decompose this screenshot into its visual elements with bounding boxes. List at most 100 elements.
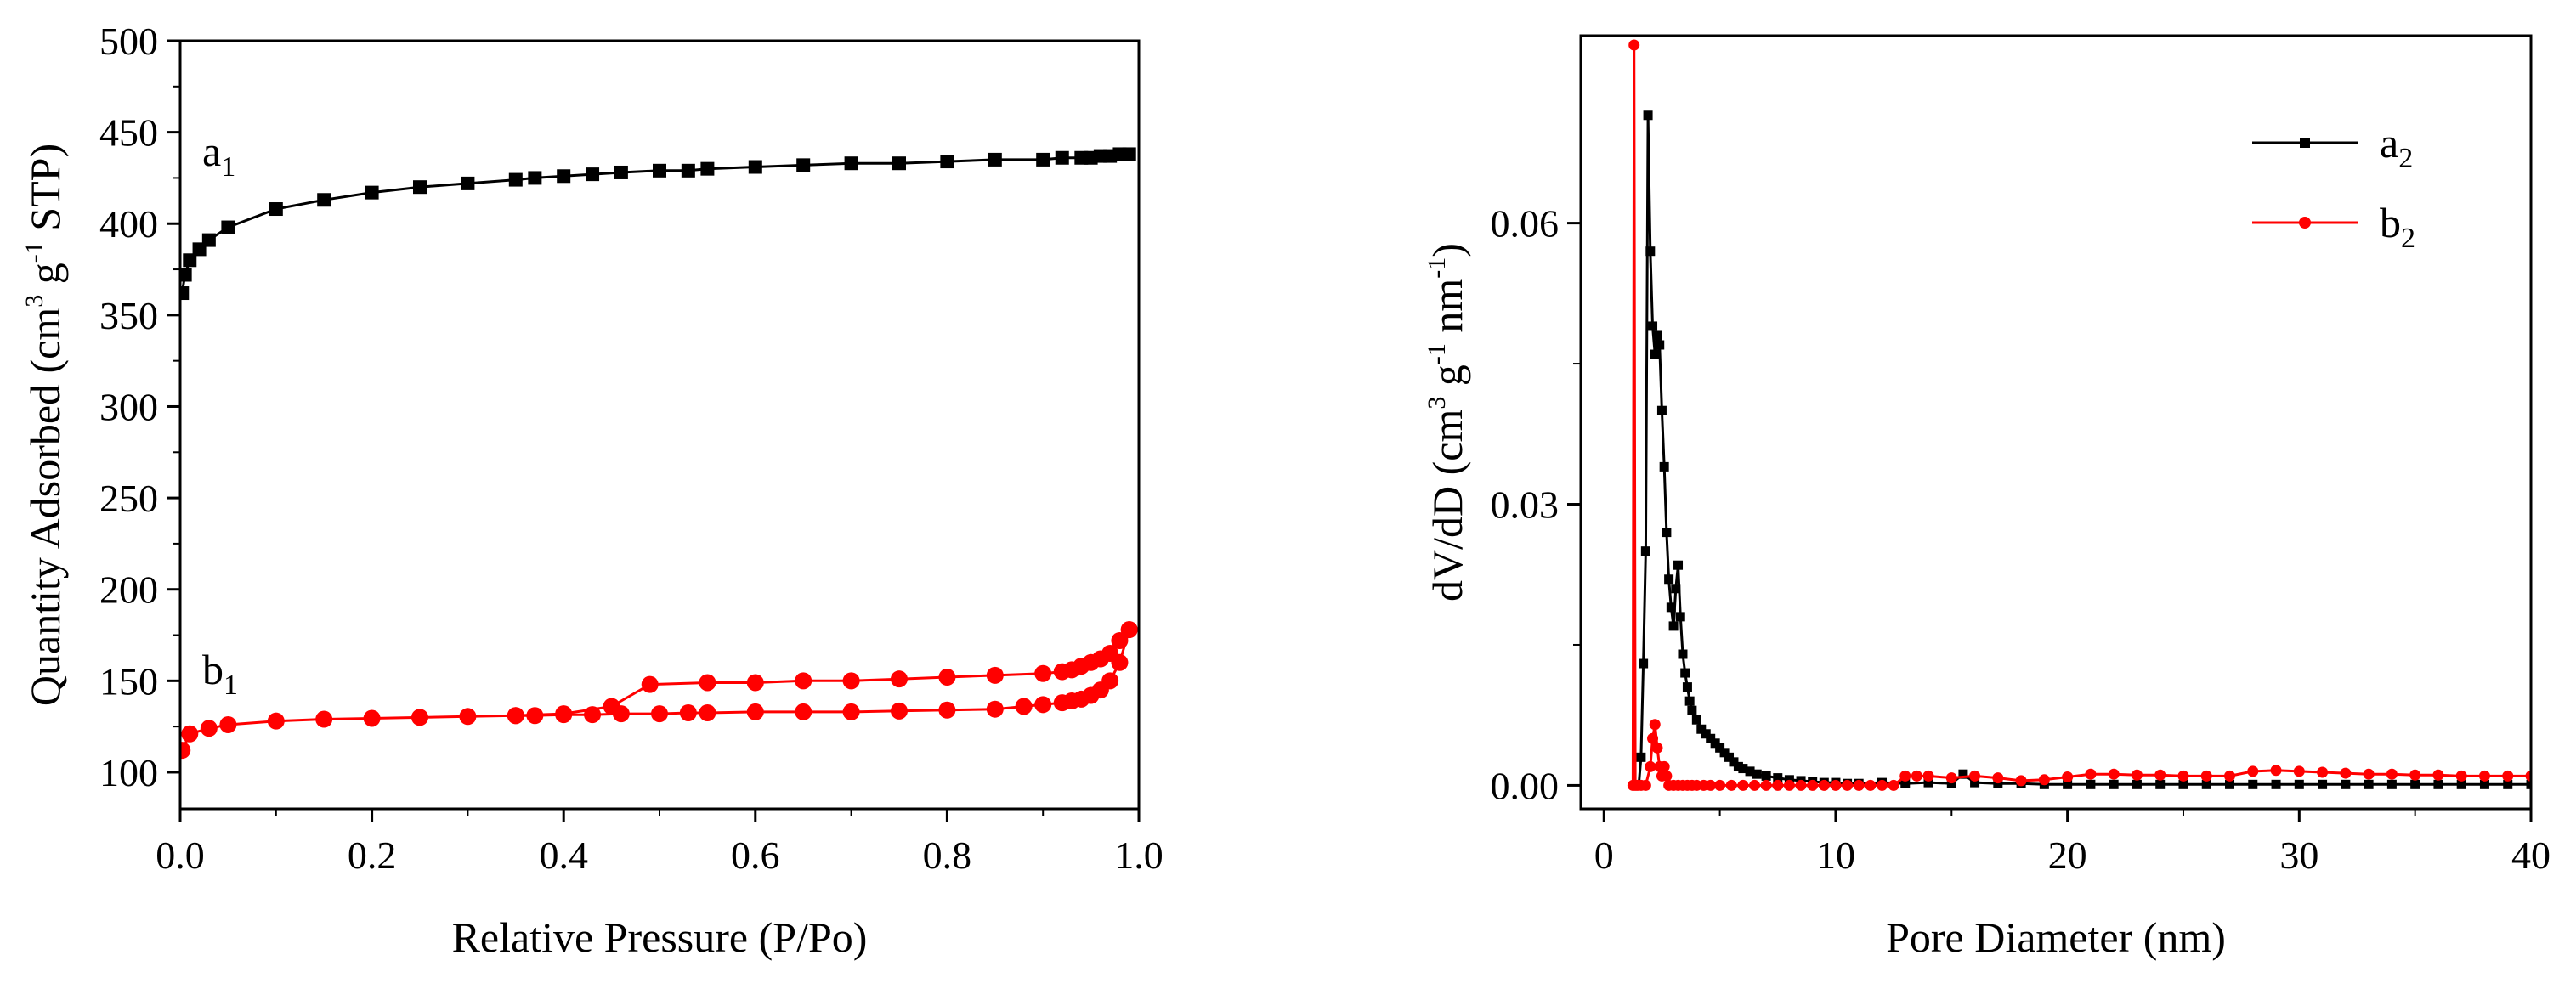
isotherm-xtick-label: 0.2 — [348, 833, 397, 877]
isotherm-data-point — [699, 674, 716, 692]
psd-data-point — [2456, 779, 2466, 789]
psd-data-point — [1666, 602, 1676, 613]
psd-xtick-label: 20 — [2048, 833, 2087, 877]
psd-plot-frame — [1579, 34, 2533, 811]
psd-data-point — [1888, 779, 1899, 791]
isotherm-data-point — [679, 704, 697, 721]
isotherm-data-point — [221, 220, 235, 234]
isotherm-data-point — [892, 156, 906, 171]
psd-data-point — [2341, 779, 2351, 789]
isotherm-data-point — [1055, 150, 1069, 165]
psd-data-point — [2410, 779, 2420, 789]
psd-data-point — [1649, 719, 1661, 731]
psd-data-point — [1807, 779, 1819, 791]
isotherm-data-point — [219, 715, 237, 733]
isotherm-data-point — [411, 709, 428, 726]
psd-data-point — [2062, 771, 2074, 782]
isotherm-data-point — [651, 705, 668, 723]
isotherm-data-point — [940, 155, 954, 169]
psd-data-point — [1643, 110, 1653, 121]
psd-data-point — [1668, 621, 1679, 631]
psd-data-point — [2109, 779, 2119, 789]
psd-data-point — [1655, 340, 1665, 350]
psd-data-point — [1945, 772, 1957, 784]
psd-data-point — [1842, 779, 1854, 791]
psd-xtick-label: 40 — [2511, 833, 2551, 877]
isotherm-data-point — [795, 672, 812, 690]
psd-xtick-label: 0 — [1594, 833, 1614, 877]
psd-data-point — [2433, 779, 2443, 789]
psd-ytick-label: 0.03 — [1491, 483, 1560, 527]
psd-data-point — [2479, 779, 2489, 789]
isotherm-x-axis-label: Relative Pressure (P/Po) — [452, 913, 868, 961]
psd-data-point — [1714, 779, 1726, 791]
isotherm-data-point — [459, 708, 477, 726]
isotherm-data-point — [796, 158, 811, 172]
psd-data-point — [2503, 779, 2513, 789]
psd-data-point — [2455, 770, 2467, 782]
psd-data-point — [1682, 682, 1692, 692]
isotherm-data-point — [1015, 698, 1033, 715]
psd-data-point — [2340, 767, 2352, 779]
isotherm-xtick-label: 1.0 — [1114, 833, 1163, 877]
isotherm-data-point — [986, 666, 1004, 684]
isotherm-data-point — [844, 156, 858, 171]
psd-data-point — [1761, 771, 1771, 781]
isotherm-data-point — [653, 163, 666, 178]
psd-data-point — [2201, 779, 2211, 789]
psd-data-point — [1640, 546, 1650, 556]
psd-data-point — [1687, 705, 1697, 715]
psd-data-point — [1923, 777, 1933, 788]
psd-data-point — [2155, 779, 2166, 789]
psd-xtick-label: 10 — [1816, 833, 1855, 877]
psd-data-point — [2086, 779, 2096, 789]
isotherm-data-point — [528, 171, 542, 185]
psd-data-point — [1680, 668, 1690, 678]
psd-ytick-label: 0.06 — [1491, 202, 1560, 246]
isotherm-xtick-label: 0.8 — [923, 833, 972, 877]
isotherm-data-point — [1034, 696, 1052, 714]
psd-data-point — [1772, 779, 1784, 791]
psd-xtick-label: 30 — [2279, 833, 2318, 877]
isotherm-data-point — [413, 180, 427, 195]
isotherm-data-point — [699, 704, 716, 721]
legend-label-a2: a2 — [2380, 119, 2413, 174]
psd-data-point — [2294, 779, 2304, 789]
curve-label-a1: a1 — [202, 127, 235, 183]
psd-data-point — [2478, 770, 2490, 782]
psd-data-point — [1738, 764, 1748, 774]
isotherm-data-point — [1122, 147, 1136, 161]
psd-data-point — [1922, 770, 1934, 782]
psd-data-point — [2364, 779, 2374, 789]
isotherm-data-point — [315, 710, 333, 728]
psd-data-point — [2063, 779, 2073, 789]
psd-data-point — [1636, 752, 1646, 762]
psd-data-point — [1684, 696, 1695, 706]
psd-data-point — [2270, 765, 2282, 777]
psd-data-point — [1656, 405, 1667, 415]
psd-data-point — [1658, 760, 1670, 772]
psd-data-point — [1876, 779, 1888, 791]
psd-data-point — [1992, 772, 2004, 784]
psd-data-point — [1853, 779, 1865, 791]
isotherm-data-point — [557, 169, 571, 184]
isotherm-data-point — [586, 167, 600, 182]
isotherm-xtick-label: 0.0 — [156, 833, 205, 877]
isotherm-data-point — [795, 703, 812, 720]
psd-data-point — [1662, 528, 1672, 538]
psd-data-point — [2363, 768, 2375, 780]
legend-marker-a2 — [2300, 138, 2310, 148]
isotherm-ytick-label: 400 — [99, 202, 158, 246]
isotherm-data-point — [363, 709, 381, 727]
psd-data-point — [1650, 349, 1660, 359]
psd-data-point — [1818, 779, 1830, 791]
psd-data-point — [1648, 321, 1658, 331]
psd-data-point — [2131, 769, 2143, 781]
psd-data-point — [1715, 743, 1725, 753]
psd-data-point — [1865, 779, 1877, 791]
isotherm-data-point — [507, 707, 524, 725]
psd-data-point — [1675, 612, 1685, 622]
isotherm-data-point — [746, 703, 764, 720]
isotherm-data-point — [267, 712, 285, 730]
